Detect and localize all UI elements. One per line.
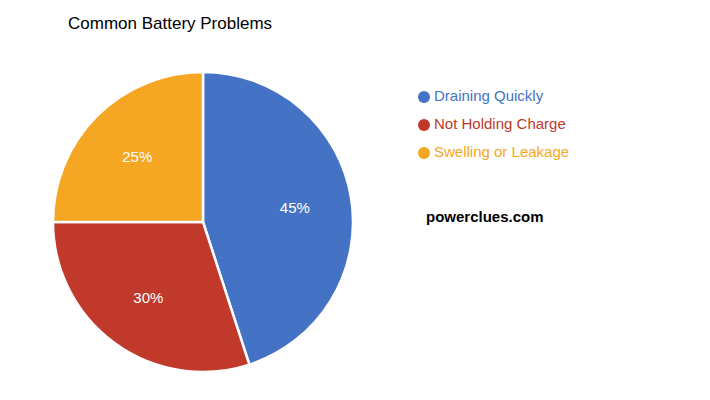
html-text:Not Holding Charge: Not Holding Charge (434, 115, 566, 132)
svg-text:25%: 25% (122, 148, 152, 165)
svg-text:45%: 45% (280, 199, 310, 216)
svg-text:30%: 30% (133, 289, 163, 306)
html-text:Common Battery Problems: Common Battery Problems (68, 14, 273, 33)
html-text:Draining Quickly: Draining Quickly (434, 87, 544, 104)
html-text:powerclues.com: powerclues.com (426, 208, 544, 225)
html-text:Swelling or Leakage: Swelling or Leakage (434, 143, 570, 160)
